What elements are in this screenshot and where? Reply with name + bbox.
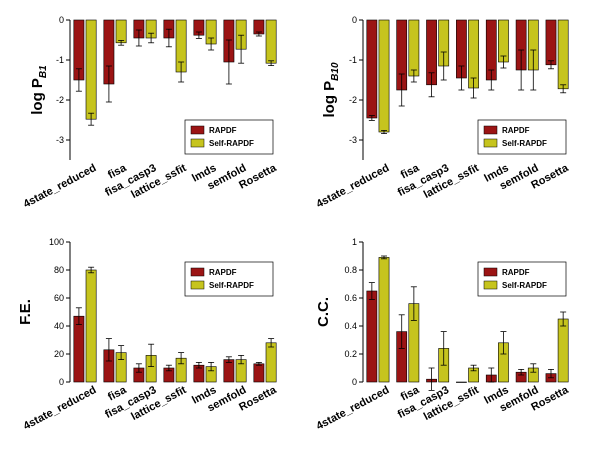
- bar-self-rapdf: [557, 318, 569, 383]
- legend-label: Self-RAPDF: [209, 281, 254, 290]
- legend-label: RAPDF: [502, 126, 530, 135]
- legend-label: Self-RAPDF: [502, 281, 547, 290]
- bar-rapdf: [223, 359, 235, 383]
- y-axis-label: C.C.: [315, 297, 332, 327]
- y-tick-label: 20: [54, 349, 64, 359]
- y-tick-label: -3: [56, 135, 64, 145]
- bar-self-rapdf: [557, 19, 569, 90]
- y-tick-label: 1: [352, 237, 357, 247]
- y-axis-label-main: log P: [29, 78, 46, 115]
- legend: RAPDF Self-RAPDF: [477, 261, 567, 297]
- y-tick-label: -2: [56, 95, 64, 105]
- y-axis-label: log PB1: [29, 65, 49, 115]
- y-axis-label-main: log P: [321, 81, 338, 118]
- bar-self-rapdf: [378, 19, 390, 133]
- legend-swatch-rapdf: [190, 125, 205, 135]
- y-axis-label: F.E.: [17, 299, 34, 325]
- legend-label: RAPDF: [209, 126, 237, 135]
- bar-self-rapdf: [265, 342, 277, 383]
- legend-swatch-rapdf: [483, 267, 498, 277]
- bar-rapdf: [73, 315, 85, 383]
- y-tick-label: -1: [56, 55, 64, 65]
- y-tick-label: 0: [59, 377, 64, 387]
- y-tick-label: 80: [54, 265, 64, 275]
- y-tick-label: 100: [49, 237, 64, 247]
- y-tick-label: 0.4: [344, 321, 357, 331]
- bar-self-rapdf: [265, 19, 277, 64]
- bar-rapdf: [366, 290, 378, 383]
- legend-swatch-rapdf: [483, 125, 498, 135]
- legend: RAPDF Self-RAPDF: [184, 261, 274, 297]
- legend-box: [477, 261, 567, 297]
- legend-box: [184, 119, 274, 155]
- y-tick-label: -3: [349, 135, 357, 145]
- legend-swatch-self-rapdf: [483, 138, 498, 148]
- y-tick-label: -1: [349, 55, 357, 65]
- legend-swatch-self-rapdf: [190, 138, 205, 148]
- legend-label: RAPDF: [502, 268, 530, 277]
- y-axis-label-sub: B10: [330, 62, 341, 81]
- bar-rapdf: [545, 19, 557, 66]
- legend-label: RAPDF: [209, 268, 237, 277]
- legend: RAPDF Self-RAPDF: [184, 119, 274, 155]
- category-label: 4state_reduced: [22, 384, 99, 432]
- category-label: 4state_reduced: [314, 162, 391, 210]
- y-tick-label: 0: [352, 377, 357, 387]
- y-tick-label: 40: [54, 321, 64, 331]
- y-tick-label: 0.6: [344, 293, 357, 303]
- legend: RAPDF Self-RAPDF: [477, 119, 567, 155]
- y-tick-label: 0.2: [344, 349, 357, 359]
- category-label: 4state_reduced: [314, 384, 391, 432]
- legend-swatch-self-rapdf: [190, 280, 205, 290]
- y-axis-label-sub: B1: [38, 65, 49, 78]
- y-axis-label: log PB10: [321, 62, 341, 117]
- bar-self-rapdf: [115, 19, 127, 44]
- bar-self-rapdf: [408, 19, 420, 77]
- legend-swatch-rapdf: [190, 267, 205, 277]
- legend-box: [477, 119, 567, 155]
- y-tick-label: 0: [352, 15, 357, 25]
- bar-rapdf: [366, 19, 378, 119]
- bar-self-rapdf: [378, 257, 390, 383]
- legend-swatch-self-rapdf: [483, 280, 498, 290]
- y-tick-label: 0: [59, 15, 64, 25]
- legend-label: Self-RAPDF: [209, 139, 254, 148]
- category-label: 4state_reduced: [22, 162, 99, 210]
- y-tick-label: 0.8: [344, 265, 357, 275]
- y-axis-label-main: C.C.: [315, 297, 332, 327]
- bar-rapdf: [253, 363, 265, 383]
- legend-label: Self-RAPDF: [502, 139, 547, 148]
- y-axis-label-main: F.E.: [17, 299, 34, 325]
- legend-box: [184, 261, 274, 297]
- bar-rapdf: [456, 381, 467, 383]
- y-tick-label: -2: [349, 95, 357, 105]
- bar-self-rapdf: [85, 269, 97, 383]
- y-tick-label: 60: [54, 293, 64, 303]
- bar-self-rapdf: [85, 19, 97, 120]
